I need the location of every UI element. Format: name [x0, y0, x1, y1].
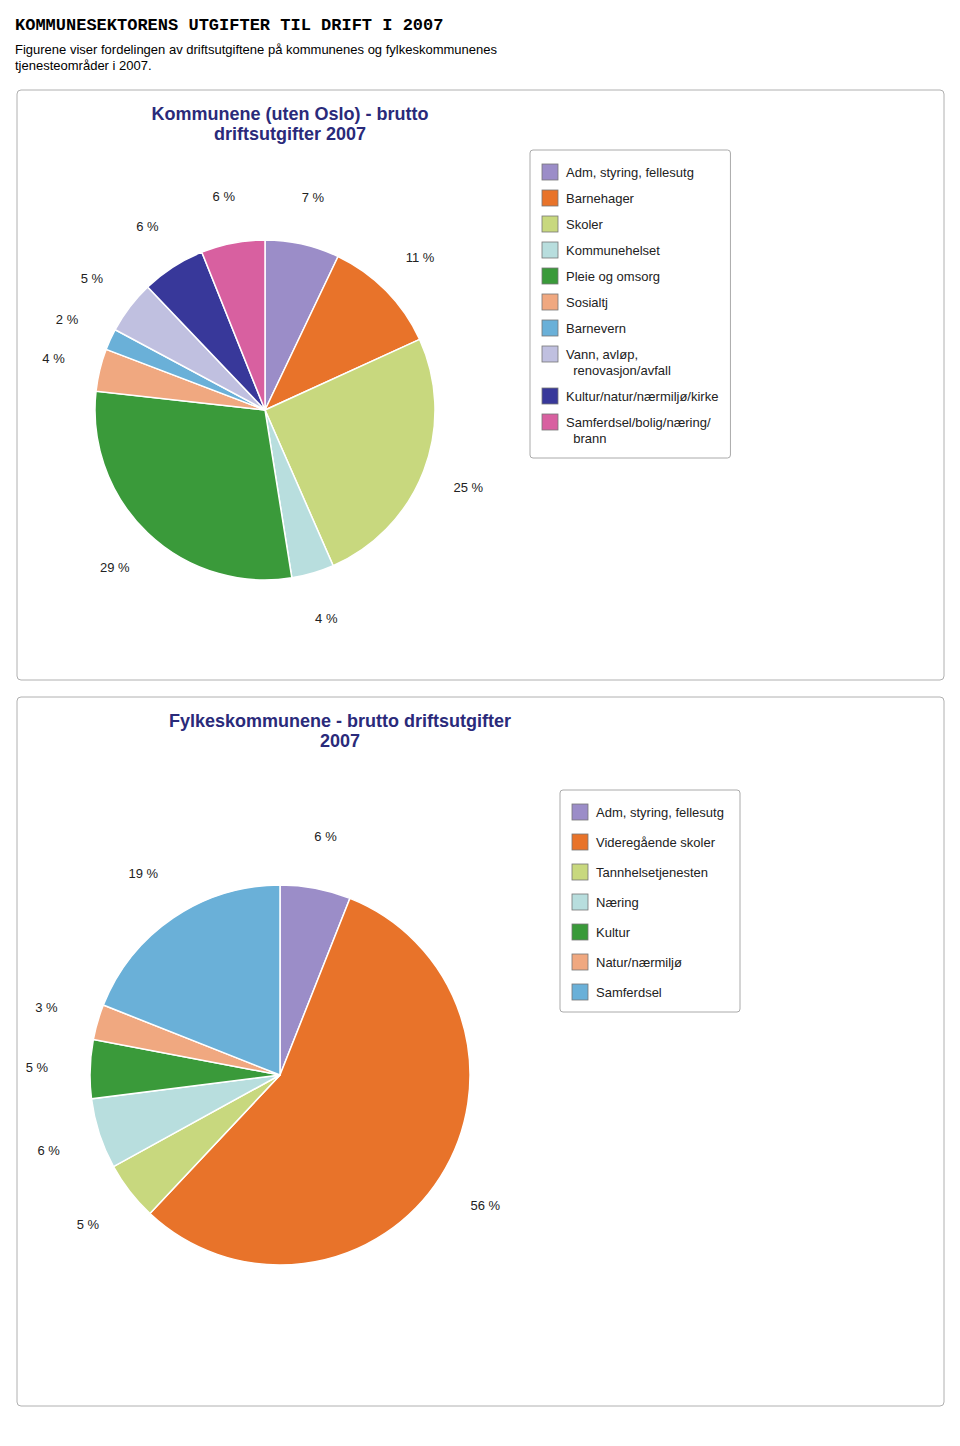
subtitle: Figurene viser fordelingen av driftsutgi…: [15, 42, 497, 73]
legend-swatch: [542, 414, 558, 430]
legend-swatch: [542, 268, 558, 284]
data-label: 29 %: [100, 560, 130, 575]
legend-swatch: [542, 242, 558, 258]
pie-slice: [103, 885, 280, 1075]
text-line: KOMMUNESEKTORENS UTGIFTER TIL DRIFT I 20…: [15, 16, 443, 35]
data-label: 6 %: [37, 1143, 60, 1158]
main-title: KOMMUNESEKTORENS UTGIFTER TIL DRIFT I 20…: [15, 16, 443, 35]
text-line: Kommunehelset: [566, 243, 660, 258]
data-label: 2 %: [56, 312, 79, 327]
legend-label: Kultur/natur/nærmiljø/kirke: [566, 389, 718, 404]
legend-label: Kommunehelset: [566, 243, 660, 258]
legend-swatch: [542, 388, 558, 404]
legend-label: Næring: [596, 895, 639, 910]
text-line: Barnevern: [566, 321, 626, 336]
legend-swatch: [572, 804, 588, 820]
legend-frame: [560, 790, 740, 1012]
text-line: brann: [566, 431, 606, 446]
chart-frame: [17, 90, 944, 680]
legend-swatch: [542, 190, 558, 206]
pie: [90, 885, 470, 1265]
text-line: Skoler: [566, 217, 604, 232]
data-label: 4 %: [42, 351, 65, 366]
data-label: 6 %: [314, 829, 337, 844]
legend-swatch: [542, 216, 558, 232]
legend-swatch: [542, 164, 558, 180]
text-line: Samferdsel: [596, 985, 662, 1000]
legend-label: Natur/nærmiljø: [596, 955, 682, 970]
pie-labels: 7 % 11 % 25 % 4 % 29 % 4 % 2 % 5 % 6 % 6 %: [42, 189, 483, 626]
legend-label: Kultur: [596, 925, 631, 940]
data-label: 11 %: [406, 250, 435, 265]
legend-swatch: [542, 294, 558, 310]
legend-label: Barnevern: [566, 321, 626, 336]
legend-swatch: [572, 864, 588, 880]
legend-frame: [530, 150, 730, 458]
text-line: Kultur: [596, 925, 631, 940]
legend-label: Barnehager: [566, 191, 635, 206]
legend-label: Adm, styring, fellesutg: [596, 805, 724, 820]
legend-swatch: [572, 834, 588, 850]
legend: Adm, styring, fellesutg Videregående skol…: [560, 790, 740, 1012]
page: KOMMUNESEKTORENS UTGIFTER TIL DRIFT I 20…: [0, 0, 960, 1446]
legend-label: Samferdsel/bolig/næring/ brann: [566, 415, 711, 446]
chart-frame: [17, 697, 944, 1406]
data-label: 6 %: [136, 219, 159, 234]
data-label: 5 %: [26, 1060, 49, 1075]
text-line: Adm, styring, fellesutg: [566, 165, 694, 180]
data-label: 5 %: [77, 1217, 100, 1232]
legend: Adm, styring, fellesutg Barnehager Skoler K…: [530, 150, 730, 458]
data-label: 7 %: [302, 190, 325, 205]
text-line: Adm, styring, fellesutg: [596, 805, 724, 820]
legend-label: Sosialtj: [566, 295, 608, 310]
text-line: Fylkeskommunene - brutto driftsutgifter: [169, 711, 511, 731]
pie-slice: [202, 240, 265, 410]
chart: Fylkeskommunene - brutto driftsutgifter2…: [17, 697, 944, 1406]
text-line: Figurene viser fordelingen av driftsutgi…: [15, 42, 497, 57]
text-line: renovasjon/avfall: [566, 363, 671, 378]
legend-label: Samferdsel: [596, 985, 662, 1000]
pie-slice: [95, 391, 292, 580]
legend-swatch: [572, 894, 588, 910]
text-line: Sosialtj: [566, 295, 608, 310]
legend-label: Adm, styring, fellesutg: [566, 165, 694, 180]
pie: [95, 240, 435, 580]
chart-title: Fylkeskommunene - brutto driftsutgifter2…: [169, 711, 511, 751]
legend-swatch: [542, 320, 558, 336]
text-line: Samferdsel/bolig/næring/: [566, 415, 711, 430]
text-line: Vann, avløp,: [566, 347, 638, 362]
legend-swatch: [572, 984, 588, 1000]
legend-label: Videregående skoler: [596, 835, 716, 850]
chart: Kommunene (uten Oslo) - bruttodriftsutgi…: [17, 90, 944, 680]
text-line: driftsutgifter 2007: [214, 124, 366, 144]
legend-label: Pleie og omsorg: [566, 269, 660, 284]
data-label: 56 %: [471, 1198, 501, 1213]
legend-label: Skoler: [566, 217, 604, 232]
text-line: Pleie og omsorg: [566, 269, 660, 284]
pie-labels: 6 % 56 % 5 % 6 % 5 % 3 % 19 %: [26, 829, 501, 1232]
data-label: 25 %: [453, 480, 483, 495]
legend-swatch: [572, 924, 588, 940]
legend-swatch: [542, 346, 558, 362]
text-line: Videregående skoler: [596, 835, 716, 850]
data-label: 19 %: [128, 866, 158, 881]
data-label: 4 %: [315, 611, 338, 626]
text-line: Barnehager: [566, 191, 635, 206]
data-label: 5 %: [81, 271, 104, 286]
data-label: 3 %: [35, 1000, 58, 1015]
text-line: Tannhelsetjenesten: [596, 865, 708, 880]
text-line: Kommunene (uten Oslo) - brutto: [152, 104, 429, 124]
text-line: Kultur/natur/nærmiljø/kirke: [566, 389, 718, 404]
text-line: 2007: [320, 731, 360, 751]
text-line: Natur/nærmiljø: [596, 955, 682, 970]
legend-label: Tannhelsetjenesten: [596, 865, 708, 880]
chart-title: Kommunene (uten Oslo) - bruttodriftsutgi…: [152, 104, 429, 144]
legend-swatch: [572, 954, 588, 970]
data-label: 6 %: [213, 189, 236, 204]
legend-label: Vann, avløp, renovasjon/avfall: [566, 347, 671, 378]
text-line: tjenesteområder i 2007.: [15, 58, 152, 73]
background: [0, 0, 960, 1446]
text-line: Næring: [596, 895, 639, 910]
